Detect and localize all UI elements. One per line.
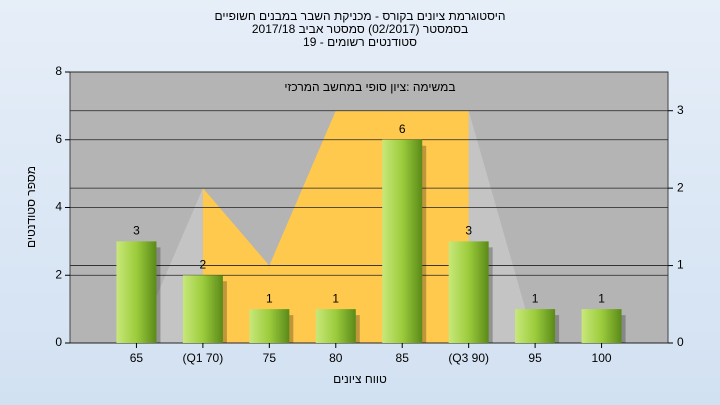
bar [315, 309, 356, 343]
value-label: 3 [465, 224, 472, 238]
x-tick-label: 95 [528, 351, 542, 365]
y2-tick-label: 0 [677, 335, 684, 349]
y-axis-label: מספר סטודנטים [24, 166, 38, 248]
bar [116, 241, 157, 343]
y-tick-label: 6 [55, 132, 62, 146]
y2-tick-label: 3 [677, 103, 684, 117]
value-label: 1 [532, 291, 539, 305]
value-label: 1 [266, 291, 273, 305]
value-label: 2 [200, 257, 207, 271]
bar [182, 275, 223, 343]
chart-title: היסטוגרמת ציונים בקורס - מכניקת השבר במב… [215, 9, 506, 23]
chart-subtitle: סטודנטים רשומים - 19 [303, 35, 417, 49]
x-tick-label: (Q1 70) [183, 351, 224, 365]
bar [249, 309, 290, 343]
y-tick-label: 8 [55, 64, 62, 78]
bar [581, 309, 622, 343]
x-tick-label: 65 [130, 351, 144, 365]
x-tick-label: 100 [592, 351, 612, 365]
y2-tick-label: 2 [677, 180, 684, 194]
x-tick-label: 80 [329, 351, 343, 365]
chart-subtitle: בסמסטר (02/2017) סמסטר אביב 2017/18 [252, 22, 468, 36]
x-tick-label: 75 [263, 351, 277, 365]
bar [515, 309, 556, 343]
y-tick-label: 2 [55, 267, 62, 281]
value-label: 3 [133, 224, 140, 238]
bar [448, 241, 489, 343]
value-label: 1 [598, 291, 605, 305]
y-tick-label: 0 [55, 335, 62, 349]
x-tick-label: (Q3 90) [448, 351, 489, 365]
y2-tick-label: 1 [677, 258, 684, 272]
annotation: במשימה :ציון סופי במחשב המרכזי [284, 80, 455, 94]
x-tick-label: 85 [396, 351, 410, 365]
value-label: 6 [399, 122, 406, 136]
y-tick-label: 4 [55, 200, 62, 214]
bar [382, 139, 423, 343]
value-label: 1 [332, 291, 339, 305]
x-axis-label: טווח ציונים [333, 372, 387, 386]
